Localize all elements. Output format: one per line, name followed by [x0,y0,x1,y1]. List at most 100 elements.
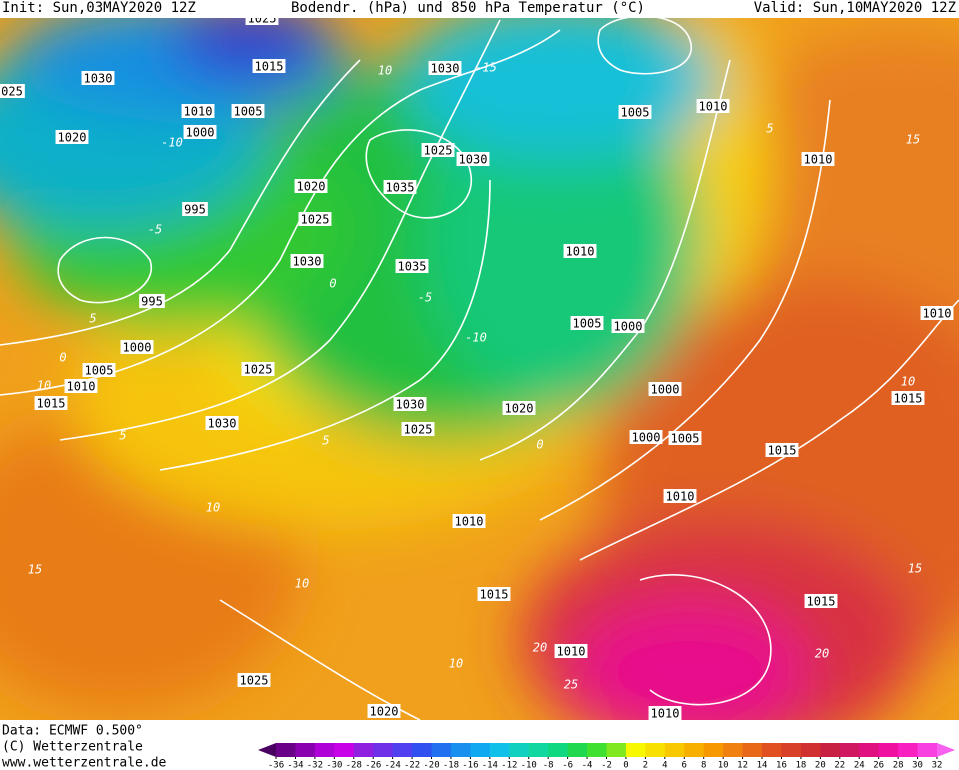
isobar-label-box [554,644,588,658]
colorbar-swatch [645,743,666,757]
isobar-label-text: 1025 [301,213,330,227]
isobar-label-text: 1030 [396,398,425,412]
isobar-label-box [81,71,115,85]
isobar-label-box [618,105,652,119]
isobar-label: 1030 [205,416,239,431]
colorbar-swatch [625,743,646,757]
isobar-label-text: 1030 [293,255,322,269]
isobar-label: 1015 [891,391,925,406]
isobar-label-text: 1010 [804,153,833,167]
valid-time: Valid: Sun,10MAY2020 12Z [754,0,956,16]
isobar-label: 1010 [801,152,835,167]
colorbar-swatch [781,743,802,757]
isotherm-label: -10 [465,331,487,345]
colorbar-swatch [878,743,899,757]
colorbar-tick-label: 8 [701,761,706,770]
colorbar-swatch [392,743,413,757]
isobar-label-text: 1000 [614,320,643,334]
colorbar-tick-label: 12 [737,761,748,770]
isobar-label-box [421,143,455,157]
colorbar-tick-label: -34 [287,761,303,770]
colorbar-tick-label: 28 [893,761,904,770]
isobar-label-text: 1025 [240,674,269,688]
isobar-label: 1025 [237,673,271,688]
colorbar-tick-label: 20 [815,761,826,770]
colorbar-arrow-right [937,743,955,757]
colorbar-swatch [450,743,471,757]
isobar-label-box [663,489,697,503]
colorbar-swatch [898,743,919,757]
colorbar-tick-label: -20 [423,761,439,770]
isotherm-label: 5 [89,312,96,326]
isobar-label-text: 1010 [455,515,484,529]
isobar-label: 1000 [648,382,682,397]
colorbar-swatch [703,743,724,757]
isobar-label-text: 1000 [651,383,680,397]
isobar-label: 1015 [804,594,838,609]
isobar-label: 1025 [241,362,275,377]
isobar-label: 1020 [294,179,328,194]
isobar-label-text: 1020 [58,131,87,145]
colorbar-swatch [839,743,860,757]
isobar-label-box [139,294,165,308]
isobar-label: 1025 [245,12,279,26]
isotherm-label: 10 [295,577,309,591]
isobar-label: 1010 [64,379,98,394]
isobar-label-box [367,704,401,718]
isobar-label-text: 1035 [398,260,427,274]
isotherm-label: -5 [148,223,162,237]
isobar-label-box [801,152,835,166]
isobar-label-box [183,125,217,139]
isobar-label-box [452,514,486,528]
isobar-label-text: 1020 [370,705,399,719]
isotherm-label: 10 [206,501,220,515]
colorbar-swatch [684,743,705,757]
colorbar-swatch [334,743,355,757]
isobar-label-text: 1020 [505,402,534,416]
colorbar-swatch [431,743,452,757]
isobar-label-text: 025 [1,85,23,99]
isobar-label: 1030 [393,397,427,412]
colorbar-tick-label: 24 [854,761,865,770]
colorbar-swatch [489,743,510,757]
colorbar-tick-label: -28 [346,761,362,770]
isotherm-label: -15 [475,61,497,75]
colorbar-swatch [548,743,569,757]
isotherm-label: -10 [161,136,183,150]
isobar-label: 1030 [456,152,490,167]
colorbar-tick-label: -30 [326,761,342,770]
copyright: (C) Wetterzentrale [2,740,143,755]
isobar-label: 1025 [401,422,435,437]
colorbar-tick-label: 6 [682,761,687,770]
colorbar-tick-label: -10 [521,761,537,770]
isobar-label-box [82,363,116,377]
colorbar-swatch [412,743,433,757]
colorbar-swatch [917,743,938,757]
isobar-label-text: 1005 [671,432,700,446]
isobar-label-text: 1025 [248,12,277,26]
isobar-label-text: 1015 [768,444,797,458]
colorbar-tick-label: -22 [404,761,420,770]
isobar-label: 1035 [395,259,429,274]
isobar-label-text: 1000 [123,341,152,355]
colorbar-tick-label: 0 [623,761,628,770]
isobar-label: 1010 [696,99,730,114]
isobar-label-text: 1030 [431,62,460,76]
init-time: Init: Sun,03MAY2020 12Z [2,0,196,16]
isobar-label: 1030 [428,61,462,76]
colorbar-tick-label: 2 [643,761,648,770]
isotherm-label: 5 [322,434,329,448]
isobar-label: 1035 [383,180,417,195]
isobar-label-text: 1010 [67,380,96,394]
isobar-label: 1010 [452,514,486,529]
isotherm-label: 0 [536,438,543,452]
isobar-label-box [395,259,429,273]
isotherm-label: 20 [815,647,829,661]
isobar-label-box [383,180,417,194]
isobar-label-text: 1015 [480,588,509,602]
isobar-label: 1025 [421,143,455,158]
colorbar-swatch [373,743,394,757]
colorbar-tick-label: -8 [543,761,554,770]
